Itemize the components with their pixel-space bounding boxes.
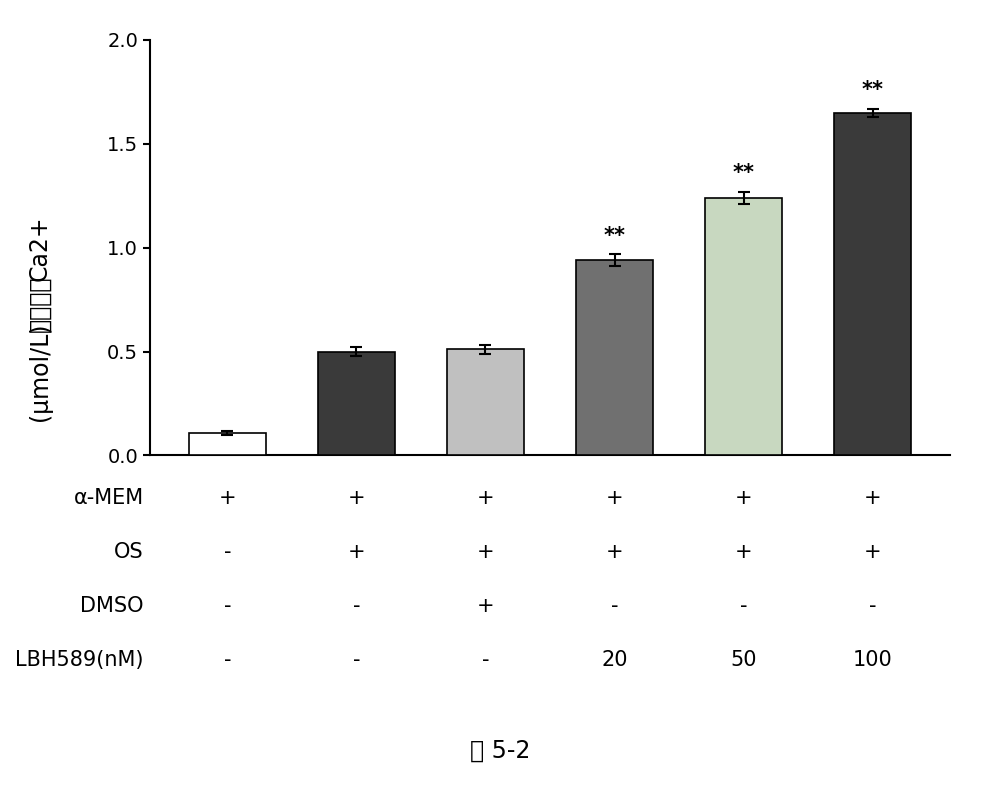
- Bar: [189, 432, 266, 455]
- Text: +: +: [348, 488, 365, 508]
- Bar: [705, 198, 782, 455]
- Text: -: -: [353, 650, 360, 670]
- Text: LBH589(nM): LBH589(nM): [15, 650, 144, 670]
- Bar: [834, 113, 911, 455]
- Text: 图 5-2: 图 5-2: [470, 739, 530, 763]
- Bar: [576, 260, 653, 455]
- Text: **: **: [733, 163, 755, 183]
- Text: DMSO: DMSO: [80, 596, 144, 616]
- Text: +: +: [477, 543, 494, 562]
- Text: +: +: [606, 488, 623, 508]
- Text: -: -: [611, 596, 618, 616]
- Text: +: +: [348, 543, 365, 562]
- Text: **: **: [604, 225, 626, 245]
- Text: -: -: [869, 596, 876, 616]
- Bar: [447, 349, 524, 455]
- Text: 20: 20: [601, 650, 628, 670]
- Text: 100: 100: [853, 650, 892, 670]
- Text: -: -: [482, 650, 489, 670]
- Text: +: +: [477, 488, 494, 508]
- Text: +: +: [735, 488, 752, 508]
- Text: -: -: [224, 543, 231, 562]
- Text: +: +: [864, 543, 881, 562]
- Text: OS: OS: [114, 543, 144, 562]
- Text: **: **: [862, 80, 884, 100]
- Text: +: +: [219, 488, 236, 508]
- Text: +: +: [864, 488, 881, 508]
- Text: -: -: [740, 596, 747, 616]
- Text: 离子浓度: 离子浓度: [28, 276, 52, 332]
- Text: -: -: [224, 596, 231, 616]
- Bar: [318, 352, 395, 455]
- Text: α-MEM: α-MEM: [73, 488, 144, 508]
- Text: Ca2+: Ca2+: [28, 215, 52, 280]
- Text: +: +: [477, 596, 494, 616]
- Text: +: +: [735, 543, 752, 562]
- Text: -: -: [224, 650, 231, 670]
- Text: 50: 50: [730, 650, 757, 670]
- Text: (μmol/L): (μmol/L): [28, 322, 52, 421]
- Text: -: -: [353, 596, 360, 616]
- Text: +: +: [606, 543, 623, 562]
